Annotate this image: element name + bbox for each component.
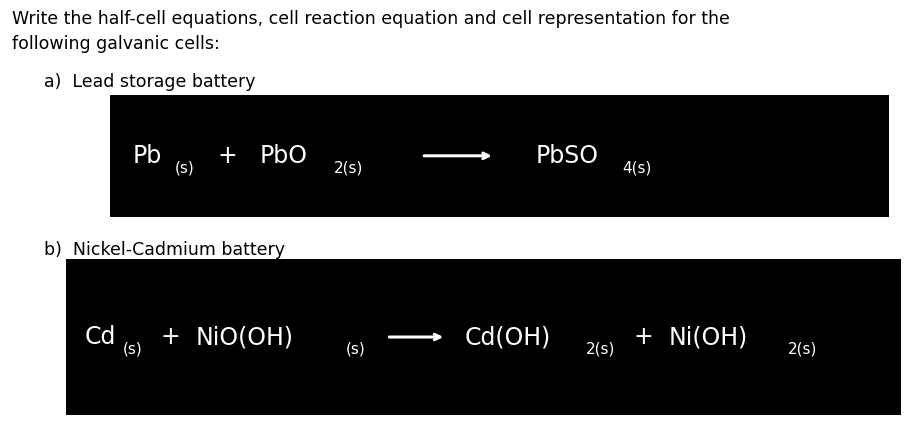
- Text: b)  Nickel-Cadmium battery: b) Nickel-Cadmium battery: [44, 241, 285, 259]
- Text: +: +: [160, 325, 180, 349]
- Text: 2(s): 2(s): [586, 342, 616, 357]
- Text: 2(s): 2(s): [788, 342, 817, 357]
- Text: Cd(OH): Cd(OH): [464, 325, 551, 349]
- Text: Cd: Cd: [84, 325, 115, 349]
- Text: a)  Lead storage battery: a) Lead storage battery: [44, 73, 256, 91]
- Text: 2(s): 2(s): [333, 161, 363, 175]
- Text: 4(s): 4(s): [622, 161, 651, 175]
- Text: NiO(OH): NiO(OH): [196, 325, 294, 349]
- Text: PbO: PbO: [259, 144, 307, 168]
- Text: PbSO: PbSO: [536, 144, 599, 168]
- Text: (s): (s): [345, 342, 365, 357]
- Text: Ni(OH): Ni(OH): [669, 325, 748, 349]
- Text: Pb: Pb: [133, 144, 162, 168]
- Text: (s): (s): [123, 342, 143, 357]
- Bar: [66, 259, 901, 415]
- Bar: [110, 95, 889, 217]
- Text: following galvanic cells:: following galvanic cells:: [12, 35, 220, 53]
- Text: Write the half-cell equations, cell reaction equation and cell representation fo: Write the half-cell equations, cell reac…: [12, 10, 730, 28]
- Text: +: +: [217, 144, 237, 168]
- Text: +: +: [634, 325, 654, 349]
- Text: (s): (s): [175, 161, 195, 175]
